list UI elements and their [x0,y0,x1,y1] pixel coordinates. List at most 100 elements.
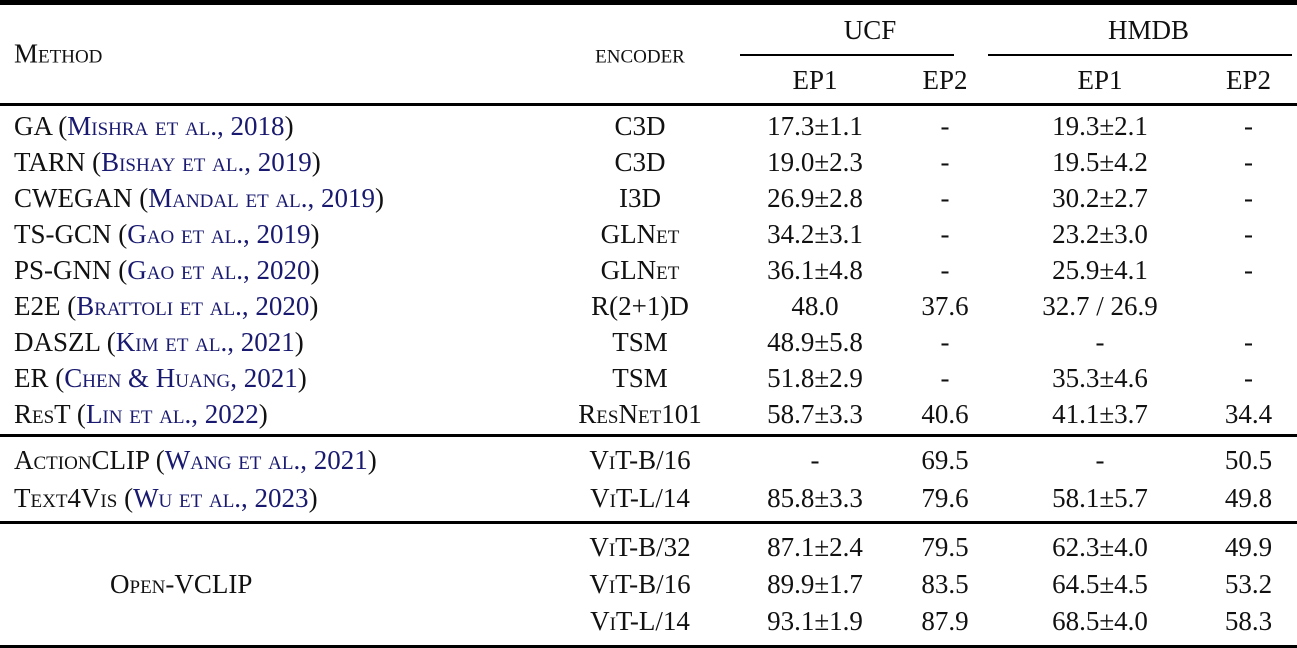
score-cell: 35.3±4.6 [1052,362,1148,393]
encoder-cell: GLNet [600,218,680,249]
method-name: ) [284,110,294,141]
score-cell: 53.2 [1224,569,1273,599]
score-cell: 19.3±2.1 [1052,110,1148,141]
method-name: ) [375,182,385,213]
score-cell: 17.3±1.1 [767,110,863,141]
score-cell: 48.0 [791,290,839,321]
score-cell: 40.6 [921,398,969,429]
score-cell: 83.5 [921,569,969,599]
score-cell: - [940,326,950,357]
table-row: E2E (Brattoli et al., 2020) R(2+1)D 48.0 37… [0,288,1297,324]
encoder-column-header: encoder [595,38,685,69]
encoder-cell: C3D [614,146,666,177]
score-cell: 87.9 [921,606,969,636]
method-name: ) [367,444,377,475]
score-cell: 32.7 / 26.9 [1042,290,1158,321]
table-row: ViT-L/14 93.1±1.9 87.9 68.5±4.0 58.3 [540,603,1297,640]
score-cell: 37.6 [921,290,969,321]
method-cell: PS-GNN (Gao et al., 2020) [0,255,540,286]
score-cell: 93.1±1.9 [767,606,863,636]
score-cell: 49.9 [1224,532,1273,562]
method-cell: TS-GCN (Gao et al., 2019) [0,219,540,250]
method-name: ER ( [14,362,65,393]
score-cell: 58.1±5.7 [1052,482,1148,513]
table-section: GA (Mishra et al., 2018) C3D 17.3±1.1 - 19.3… [0,106,1297,434]
citation-link[interactable]: Bishay et al., 2019 [101,146,312,177]
method-cell: E2E (Brattoli et al., 2020) [0,291,540,322]
score-cell: - [1244,182,1253,213]
score-cell: 41.1±3.7 [1052,398,1148,429]
encoder-cell: R(2+1)D [591,290,689,321]
method-name: ) [258,398,268,429]
citation-link[interactable]: Mishra et al., 2018 [67,110,285,141]
method-label: Open-VCLIP [110,569,253,599]
group-header-hmdb: HMDB [988,5,1297,57]
encoder-cell: TSM [612,362,668,393]
method-name: ) [309,290,319,321]
score-cell: - [1244,146,1253,177]
method-name: ActionCLIP ( [14,444,165,475]
citation-link[interactable]: Brattoli et al., 2020 [76,290,310,321]
citation-link[interactable]: Gao et al., 2019 [127,218,311,249]
method-cell: CWEGAN (Mandal et al., 2019) [0,183,540,214]
multirow-method-cell: Open-VCLIP [0,529,540,640]
citation-link[interactable]: Lin et al., 2022 [85,398,259,429]
score-cell: 25.9±4.1 [1052,254,1148,285]
method-cell: ActionCLIP (Wang et al., 2021) [0,445,540,476]
method-name: ResT ( [14,398,86,429]
method-name: ) [297,362,307,393]
score-cell: - [1244,326,1253,357]
score-cell: - [940,218,950,249]
table-row: Text4Vis (Wu et al., 2023) ViT-L/14 85.8±3… [0,479,1297,517]
group-header-ucf: UCF [740,5,1000,57]
score-cell: - [940,362,950,393]
method-name: DASZL ( [14,326,116,357]
score-cell: - [1244,110,1253,141]
citation-link[interactable]: Kim et al., 2021 [115,326,295,357]
score-cell: - [1244,362,1253,393]
citation-link[interactable]: Wang et al., 2021 [164,444,368,475]
score-cell: 26.9±2.8 [767,182,863,213]
score-cell: - [940,254,950,285]
method-cell: Text4Vis (Wu et al., 2023) [0,483,540,514]
score-cell: 50.5 [1224,444,1273,475]
method-name: ) [310,218,320,249]
method-name: E2E ( [14,290,77,321]
score-cell: 64.5±4.5 [1052,569,1148,599]
method-cell: ResT (Lin et al., 2022) [0,399,540,430]
table-row: CWEGAN (Mandal et al., 2019) I3D 26.9±2.8 -… [0,180,1297,216]
table-header: Method encoder UCF HMDB EP1 EP2 EP1 EP2 [0,5,1297,103]
method-name: GA ( [14,110,68,141]
method-name: Text4Vis ( [14,482,134,513]
score-cell: 30.2±2.7 [1052,182,1148,213]
table-row: GA (Mishra et al., 2018) C3D 17.3±1.1 - 19.3… [0,108,1297,144]
encoder-cell: C3D [614,110,666,141]
citation-link[interactable]: Chen & Huang, 2021 [64,362,298,393]
section-divider-rule [0,434,1297,437]
subcol-ucf-ep1: EP1 [792,64,838,95]
score-cell: 19.0±2.3 [767,146,863,177]
encoder-cell: I3D [619,182,661,213]
table-section: ActionCLIP (Wang et al., 2021) ViT-B/16 - 6… [0,437,1297,521]
method-name: TS-GCN ( [14,218,128,249]
score-cell: - [1244,254,1253,285]
citation-link[interactable]: Wu et al., 2023 [133,482,309,513]
encoder-cell: GLNet [600,254,680,285]
score-cell: 51.8±2.9 [767,362,863,393]
score-cell: - [1095,444,1105,475]
score-cell: - [940,182,950,213]
method-name: PS-GNN ( [14,254,128,285]
method-name: ) [294,326,304,357]
method-cell: ER (Chen & Huang, 2021) [0,363,540,394]
citation-link[interactable]: Mandal et al., 2019 [148,182,376,213]
score-cell: - [1244,218,1253,249]
multirow-rows: ViT-B/32 87.1±2.4 79.5 62.3±4.0 49.9 ViT-B/16… [540,529,1297,640]
citation-link[interactable]: Gao et al., 2020 [127,254,311,285]
table-row: ResT (Lin et al., 2022) ResNet101 58.7±3.3… [0,396,1297,432]
score-cell: - [810,444,820,475]
score-cell: 79.5 [921,532,969,562]
score-cell: 34.2±3.1 [767,218,863,249]
score-cell: 85.8±3.3 [767,482,863,513]
